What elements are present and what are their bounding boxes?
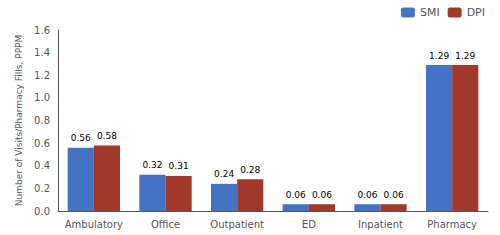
svg-text:0.58: 0.58	[97, 131, 117, 141]
svg-text:Outpatient: Outpatient	[210, 219, 264, 230]
svg-text:0.0: 0.0	[34, 206, 50, 217]
svg-text:0.8: 0.8	[34, 115, 50, 126]
svg-text:SMI: SMI	[420, 6, 440, 19]
svg-text:ED: ED	[302, 219, 316, 230]
svg-text:0.4: 0.4	[34, 160, 50, 171]
svg-text:0.31: 0.31	[169, 161, 189, 171]
svg-text:Pharmacy: Pharmacy	[427, 219, 477, 230]
svg-text:0.56: 0.56	[71, 133, 91, 143]
svg-text:Ambulatory: Ambulatory	[65, 219, 123, 230]
svg-text:1.6: 1.6	[34, 25, 50, 36]
svg-text:0.06: 0.06	[286, 190, 306, 200]
svg-text:0.06: 0.06	[312, 190, 332, 200]
svg-text:1.0: 1.0	[34, 92, 50, 103]
svg-text:1.29: 1.29	[455, 51, 475, 61]
svg-text:DPI: DPI	[467, 6, 485, 19]
svg-text:Office: Office	[151, 219, 180, 230]
svg-text:0.32: 0.32	[142, 160, 162, 170]
svg-text:0.28: 0.28	[240, 165, 260, 175]
svg-text:Inpatient: Inpatient	[358, 219, 403, 230]
svg-text:1.4: 1.4	[34, 47, 50, 58]
svg-text:1.2: 1.2	[34, 70, 50, 81]
svg-text:0.2: 0.2	[34, 183, 50, 194]
svg-text:Number of Visits/Pharmacy Fill: Number of Visits/Pharmacy Fills, PPPM	[14, 35, 24, 207]
svg-text:1.29: 1.29	[429, 51, 449, 61]
svg-text:0.24: 0.24	[214, 169, 234, 179]
svg-text:0.06: 0.06	[357, 190, 377, 200]
svg-text:0.6: 0.6	[34, 138, 50, 149]
svg-text:0.06: 0.06	[384, 190, 404, 200]
